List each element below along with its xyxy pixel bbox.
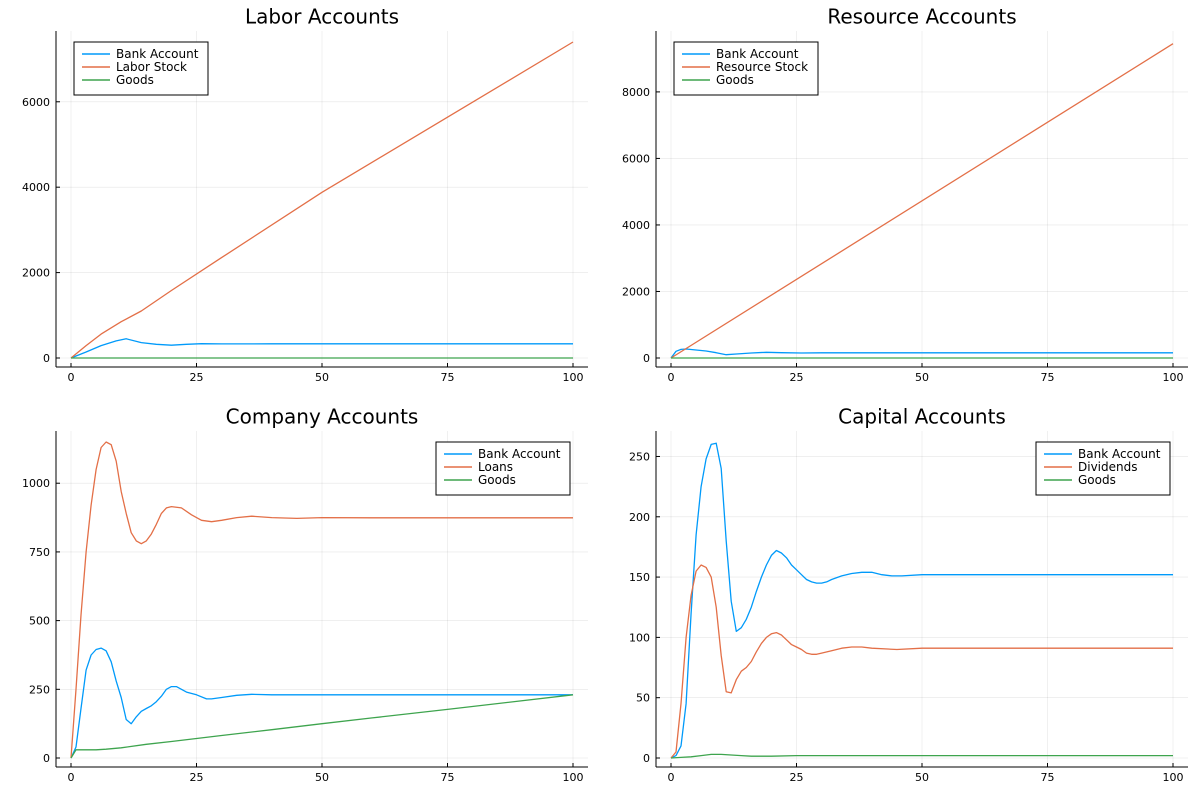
x-tick-label: 75 xyxy=(441,371,455,384)
y-tick-label: 100 xyxy=(629,631,650,644)
panel-title: Resource Accounts xyxy=(827,5,1016,29)
y-tick-label: 0 xyxy=(643,752,650,765)
series-line-dividends xyxy=(670,564,1173,759)
series-line-bank-account xyxy=(670,442,1173,759)
y-tick-label: 0 xyxy=(43,752,50,765)
legend-label: Labor Stock xyxy=(116,60,187,74)
y-tick-label: 150 xyxy=(629,571,650,584)
x-tick-label: 75 xyxy=(441,771,455,784)
legend-label: Resource Stock xyxy=(716,60,808,74)
legend-label: Bank Account xyxy=(478,447,561,461)
y-tick-label: 50 xyxy=(636,692,650,705)
y-tick-label: 4000 xyxy=(622,219,650,232)
y-tick-label: 4000 xyxy=(22,181,50,194)
legend-label: Dividends xyxy=(1078,460,1137,474)
series-line-resource-stock xyxy=(670,43,1174,359)
panel-title: Company Accounts xyxy=(226,405,419,429)
x-tick-label: 0 xyxy=(668,771,675,784)
legend-label: Bank Account xyxy=(1078,447,1161,461)
x-tick-label: 100 xyxy=(563,771,584,784)
y-tick-label: 0 xyxy=(643,352,650,365)
y-tick-label: 500 xyxy=(29,615,50,628)
legend-label: Goods xyxy=(116,73,154,87)
legend-box xyxy=(673,41,819,96)
y-tick-label: 6000 xyxy=(22,96,50,109)
x-tick-label: 100 xyxy=(563,371,584,384)
legend-box xyxy=(73,41,209,96)
x-tick-label: 100 xyxy=(1163,771,1184,784)
legend-box xyxy=(1035,441,1171,496)
y-tick-label: 2000 xyxy=(22,267,50,280)
series-line-labor-stock xyxy=(70,41,574,359)
x-tick-label: 25 xyxy=(790,771,804,784)
panel-title: Labor Accounts xyxy=(245,5,399,29)
x-tick-label: 50 xyxy=(915,771,929,784)
series-line-bank-account xyxy=(70,647,573,759)
x-tick-label: 75 xyxy=(1041,371,1055,384)
series-line-goods xyxy=(70,694,574,759)
x-tick-label: 0 xyxy=(668,371,675,384)
legend-label: Bank Account xyxy=(716,47,799,61)
x-tick-label: 50 xyxy=(915,371,929,384)
y-tick-label: 0 xyxy=(43,352,50,365)
panel-title: Capital Accounts xyxy=(838,405,1006,429)
y-tick-label: 6000 xyxy=(622,152,650,165)
series-line-bank-account xyxy=(70,338,573,359)
series-line-loans xyxy=(70,441,573,759)
x-tick-label: 50 xyxy=(315,371,329,384)
x-tick-label: 100 xyxy=(1163,371,1184,384)
series-line-goods xyxy=(670,753,1173,759)
x-tick-label: 0 xyxy=(68,371,75,384)
y-tick-label: 250 xyxy=(629,450,650,463)
resource-accounts-panel: Resource Accounts 0 25 50 75 100 0 2000 4000 6000… xyxy=(622,5,1188,384)
x-tick-label: 25 xyxy=(790,371,804,384)
y-tick-label: 750 xyxy=(29,546,50,559)
legend-label: Goods xyxy=(1078,473,1116,487)
x-tick-label: 50 xyxy=(315,771,329,784)
legend-label: Goods xyxy=(716,73,754,87)
legend-box xyxy=(435,441,571,496)
legend-label: Goods xyxy=(478,473,516,487)
legend-label: Loans xyxy=(478,460,513,474)
y-tick-label: 2000 xyxy=(622,285,650,298)
y-tick-label: 8000 xyxy=(622,86,650,99)
labor-accounts-panel: Labor Accounts 0 25 50 75 100 0 2000 4000 6000 Ban… xyxy=(22,5,588,384)
capital-accounts-panel: Capital Accounts 0 25 50 75 100 0 50 100 150 200 25… xyxy=(629,405,1188,784)
x-tick-label: 25 xyxy=(190,371,204,384)
legend-label: Bank Account xyxy=(116,47,199,61)
y-tick-label: 200 xyxy=(629,511,650,524)
x-tick-label: 25 xyxy=(190,771,204,784)
y-tick-label: 1000 xyxy=(22,477,50,490)
x-tick-label: 0 xyxy=(68,771,75,784)
y-tick-label: 250 xyxy=(29,683,50,696)
x-tick-label: 75 xyxy=(1041,771,1055,784)
